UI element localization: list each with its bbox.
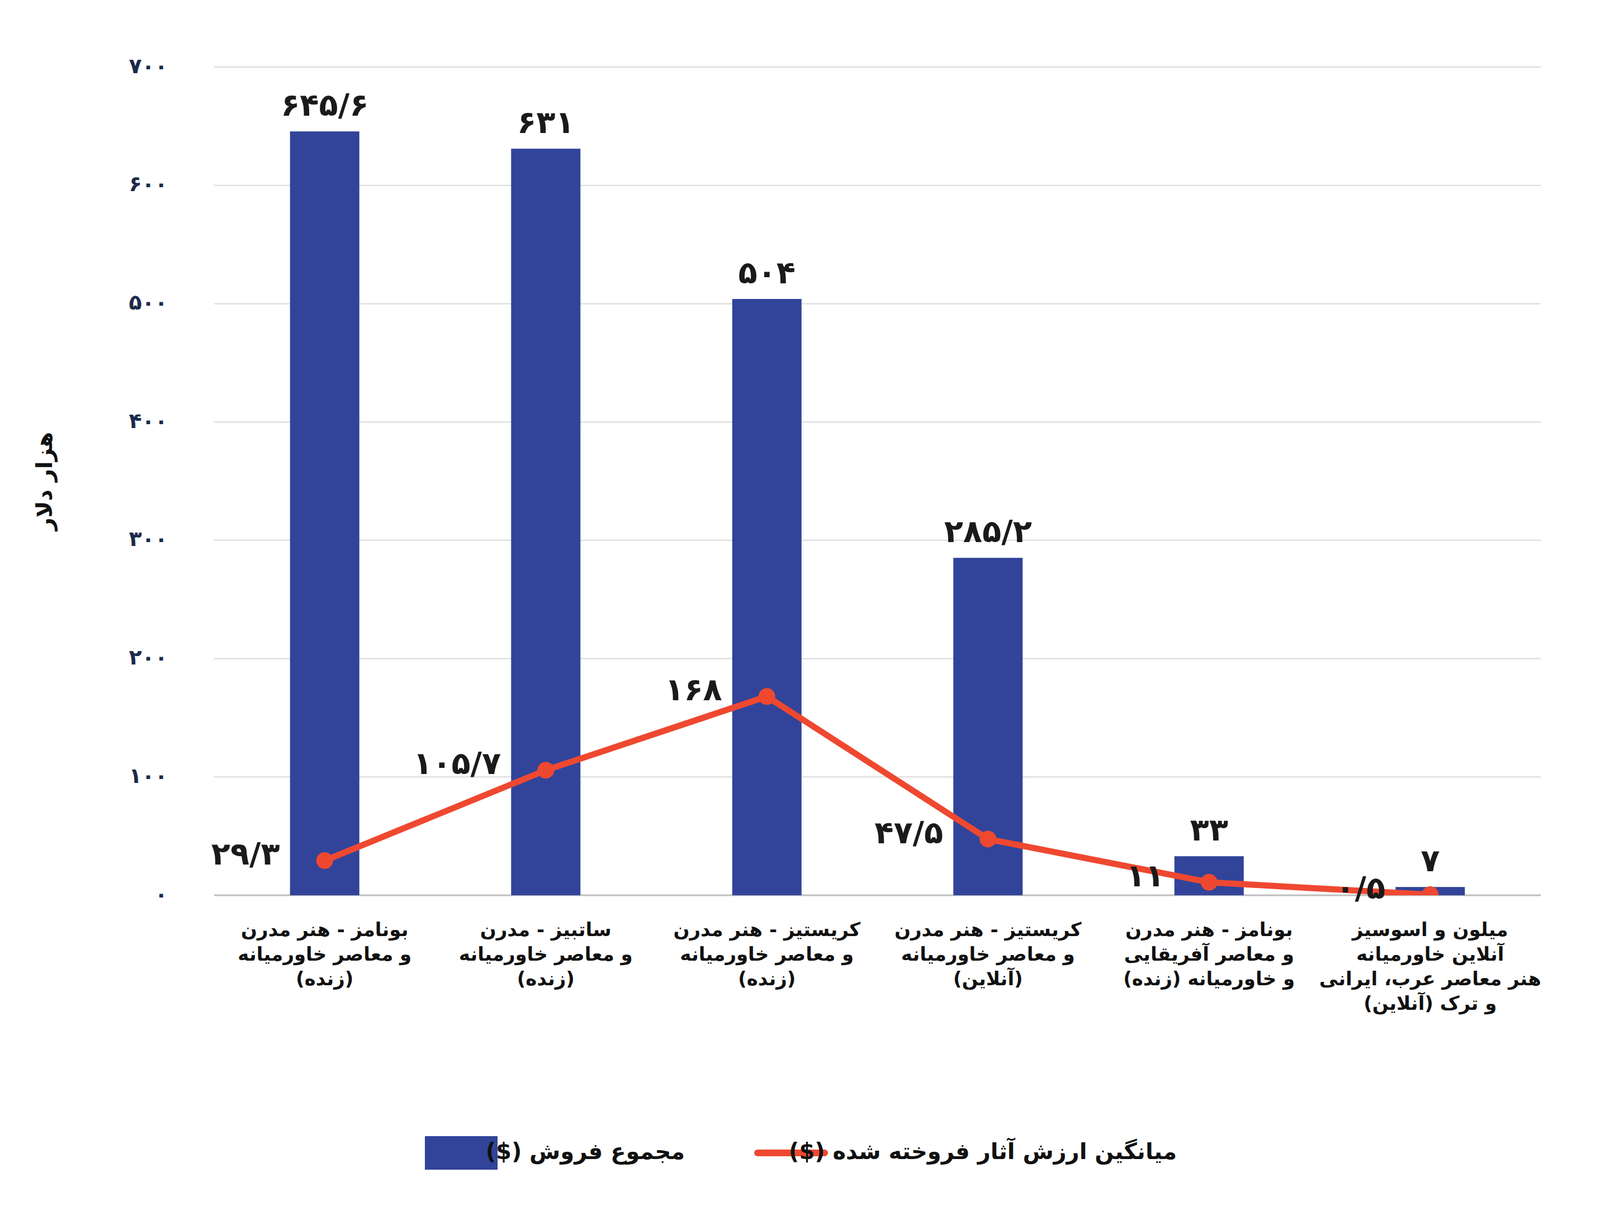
tick-label: ۳۰۰ xyxy=(128,526,168,552)
data-label: ۱۶۸ xyxy=(664,671,723,708)
tick-label: ۰ xyxy=(154,882,168,907)
category-label: بونامز - هنر مدرنو معاصر خاورمیانه(زنده) xyxy=(237,918,412,991)
chart: ۰ ۱۰۰ ۲۰۰ ۳۰۰ ۴۰۰ ۵۰۰ ۶۰۰ ۷۰۰ هزار دلار ۶۴۵/۶ ۶۳۱ ۵… xyxy=(0,0,1600,1206)
category-line: (زنده) xyxy=(517,967,575,991)
data-label: ۲۹/۳ xyxy=(211,835,281,873)
grid-line xyxy=(214,658,1541,660)
data-label: ۵۰۴ xyxy=(737,254,796,291)
grid-line xyxy=(214,66,1541,68)
legend-label: میانگین ارزش آثار فروخته شده ($) xyxy=(788,1137,1177,1166)
marker xyxy=(1421,886,1439,896)
grid-line xyxy=(214,185,1541,187)
category-label: ساتبیز - مدرنو معاصر خاورمیانه(زنده) xyxy=(458,918,633,991)
bar xyxy=(290,131,360,896)
category-label: کریستیز - هنر مدرنو معاصر خاورمیانه(آنلا… xyxy=(894,918,1082,991)
legend: مجموع فروش ($) میانگین ارزش آثار فروخته ش… xyxy=(424,1136,1177,1171)
line xyxy=(324,696,1431,896)
background xyxy=(0,0,1600,1206)
category-line: کریستیز - هنر مدرن xyxy=(673,918,861,942)
category-line: کریستیز - هنر مدرن xyxy=(894,918,1082,942)
data-labels: ۶۴۵/۶ ۶۳۱ ۵۰۴ ۲۸۵/۲ ۳۳ ۷ ۲۹/۳ ۱۰۵/۷ ۱۶۸ ۴۷/۵ ۱۱ ۰/۵ xyxy=(211,86,1441,907)
data-label: ۶۴۵/۶ xyxy=(280,86,369,123)
category-line: آنلاین خاورمیانه xyxy=(1356,942,1505,967)
category-line: و معاصر خاورمیانه xyxy=(679,943,854,967)
category-line: و معاصر خاورمیانه xyxy=(458,943,633,967)
category-line: بونامز - هنر مدرن xyxy=(240,918,409,942)
category-label: میلون و اسوسیزآنلاین خاورمیانههنر معاصر … xyxy=(1319,918,1542,1016)
tick-label: ۵۰۰ xyxy=(128,290,168,315)
category-line: بونامز - هنر مدرن xyxy=(1125,918,1293,942)
category-line: و خاورمیانه (زنده) xyxy=(1123,967,1295,991)
marker xyxy=(979,830,997,848)
category-line: هنر معاصر عرب، ایرانی xyxy=(1319,967,1542,991)
bar xyxy=(732,299,802,896)
data-label: ۳۳ xyxy=(1190,811,1229,849)
grid-line xyxy=(214,303,1541,305)
data-label: ۱۰۵/۷ xyxy=(413,745,501,782)
category-line: (آنلاین) xyxy=(953,967,1024,991)
legend-label: مجموع فروش ($) xyxy=(485,1138,685,1166)
plot-area xyxy=(290,131,1466,896)
grid-line xyxy=(214,421,1541,423)
data-label: ۰/۵ xyxy=(1335,869,1386,907)
marker xyxy=(537,761,555,779)
category-line: ساتبیز - مدرن xyxy=(480,918,612,942)
grid-line xyxy=(214,540,1541,542)
category-label: بونامز - هنر مدرنو معاصر آفریقاییو خاورم… xyxy=(1123,918,1295,991)
grid xyxy=(214,67,1541,896)
category-line: (زنده) xyxy=(295,967,354,991)
data-label: ۲۸۵/۲ xyxy=(944,513,1033,550)
marker xyxy=(316,852,334,870)
data-label: ۱۱ xyxy=(1125,857,1164,894)
category-line: و معاصر آفریقایی xyxy=(1124,942,1295,967)
category-line: و معاصر خاورمیانه xyxy=(237,943,412,967)
category-line: (زنده) xyxy=(737,967,796,991)
tick-label: ۲۰۰ xyxy=(128,645,168,670)
data-label: ۶۳۱ xyxy=(517,103,575,141)
tick-label: ۱۰۰ xyxy=(128,763,168,789)
axis-label: هزار دلار xyxy=(31,432,58,533)
marker xyxy=(1200,874,1218,892)
category-label: کریستیز - هنر مدرنو معاصر خاورمیانه(زنده… xyxy=(673,918,861,991)
category-line: و ترک (آنلاین) xyxy=(1363,991,1497,1016)
tick-label: ۴۰۰ xyxy=(128,408,168,434)
marker xyxy=(758,688,776,705)
tick-label: ۶۰۰ xyxy=(128,171,168,197)
data-label: ۴۷/۵ xyxy=(874,814,944,851)
data-label: ۷ xyxy=(1420,842,1440,879)
category-line: و معاصر خاورمیانه xyxy=(901,943,1076,967)
category-line: میلون و اسوسیز xyxy=(1351,918,1509,942)
tick-label: ۷۰۰ xyxy=(128,53,168,79)
